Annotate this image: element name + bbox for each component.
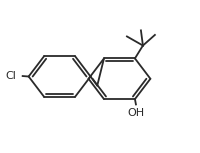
Text: Cl: Cl bbox=[6, 71, 17, 81]
Text: OH: OH bbox=[127, 108, 144, 118]
